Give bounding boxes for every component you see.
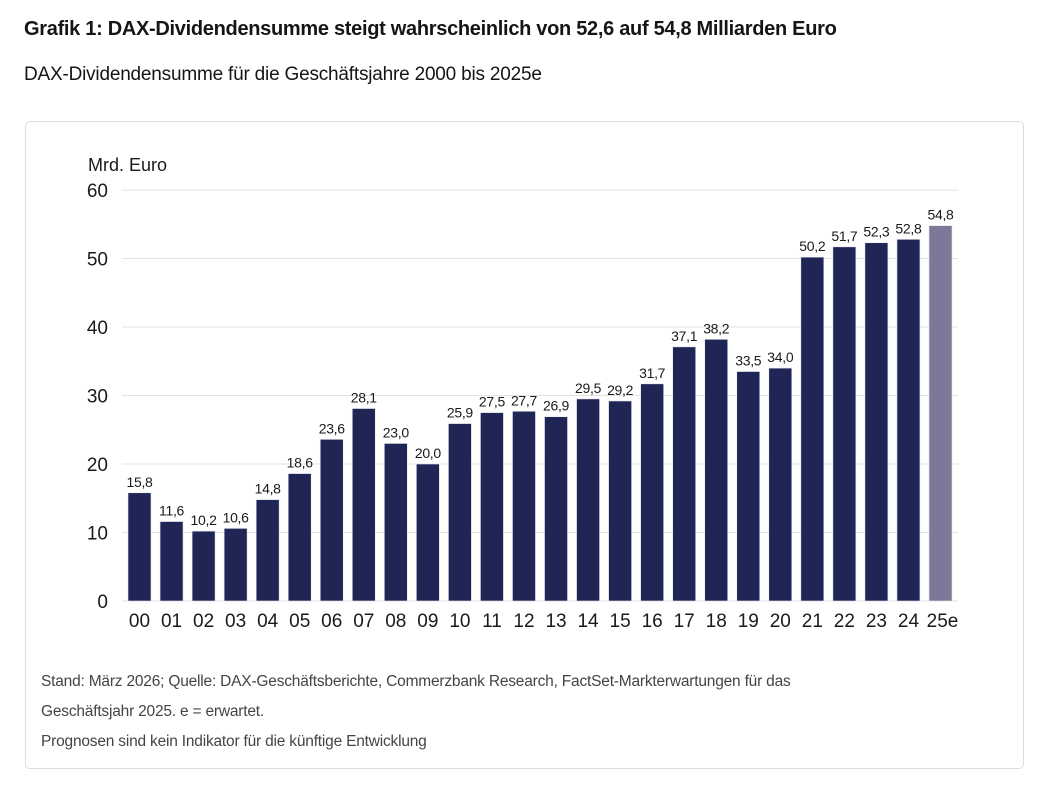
bar <box>576 398 600 602</box>
footer-source-line-2: Geschäftsjahr 2025. e = erwartet. <box>41 703 265 720</box>
bar-value-label: 26,9 <box>543 398 570 414</box>
bar <box>768 367 793 602</box>
bar-value-label: 10,6 <box>223 509 250 525</box>
x-tick-label: 06 <box>321 611 342 632</box>
bar <box>608 400 632 602</box>
bar-value-label: 31,7 <box>639 365 666 381</box>
bar-value-label: 51,7 <box>831 228 858 244</box>
bar-value-labels: 15,8 11,6 10,2 10,6 14,8 18,6 23,6 28,1 23,0 20,0… <box>126 207 954 529</box>
bar-value-label: 15,8 <box>126 474 153 490</box>
bar <box>704 339 729 602</box>
bar-value-label: 27,7 <box>511 392 538 408</box>
x-tick-label: 24 <box>898 611 920 632</box>
x-tick-label: 16 <box>642 611 663 632</box>
bar-value-label: 28,1 <box>351 390 378 406</box>
bar-value-label: 10,2 <box>191 512 218 528</box>
bar-estimate <box>928 225 953 602</box>
x-tick-label: 07 <box>353 611 374 632</box>
bar <box>384 443 408 602</box>
bar <box>159 521 184 602</box>
bar <box>736 371 761 602</box>
bar-value-label: 29,2 <box>607 382 634 398</box>
x-tick-label: 14 <box>577 611 599 632</box>
bar-value-label: 33,5 <box>735 353 762 369</box>
x-tick-label: 18 <box>706 611 727 632</box>
bar <box>672 346 696 602</box>
bar-value-label: 23,6 <box>319 420 346 436</box>
x-tick-label: 00 <box>129 611 150 632</box>
x-tick-label: 22 <box>834 611 855 632</box>
bar-value-label: 14,8 <box>255 481 282 497</box>
x-tick-label: 19 <box>738 611 759 632</box>
x-tick-label: 15 <box>610 611 631 632</box>
bar <box>864 242 889 602</box>
bar-value-label: 25,9 <box>447 405 474 421</box>
x-tick-label: 10 <box>449 611 470 632</box>
y-axis-ticks: 0 10 20 30 40 50 60 <box>87 181 108 613</box>
y-tick-label: 40 <box>87 318 108 339</box>
bar-value-label: 20,0 <box>415 445 442 461</box>
x-tick-label: 01 <box>161 611 182 632</box>
bar-value-label: 23,0 <box>383 424 410 440</box>
bar <box>287 473 312 602</box>
bar <box>544 416 568 602</box>
x-tick-label: 25e <box>927 611 959 632</box>
y-tick-label: 10 <box>87 524 108 545</box>
bar-value-label: 11,6 <box>159 503 185 519</box>
bar <box>832 246 857 602</box>
x-tick-label: 04 <box>257 611 279 632</box>
bar <box>480 412 504 602</box>
bar-value-label: 52,3 <box>863 224 890 240</box>
x-tick-label: 21 <box>802 611 823 632</box>
bar <box>127 492 152 602</box>
bar <box>800 256 825 602</box>
bar <box>640 383 664 602</box>
y-tick-label: 20 <box>87 455 108 476</box>
x-tick-label: 13 <box>545 611 566 632</box>
x-tick-label: 20 <box>770 611 791 632</box>
footer-source-line: Stand: März 2026; Quelle: DAX-Geschäftsb… <box>41 673 791 690</box>
bar-value-label: 54,8 <box>927 207 954 223</box>
bar-value-label: 50,2 <box>799 238 826 254</box>
bar <box>512 410 536 602</box>
x-tick-label: 17 <box>674 611 695 632</box>
bar <box>448 423 472 602</box>
x-tick-label: 03 <box>225 611 246 632</box>
bars <box>127 225 953 602</box>
bar <box>416 463 440 602</box>
bar-value-label: 18,6 <box>287 455 314 471</box>
bar <box>351 408 376 602</box>
x-tick-label: 02 <box>193 611 214 632</box>
bar-value-label: 52,8 <box>895 220 922 236</box>
y-tick-label: 30 <box>87 387 108 408</box>
x-tick-label: 11 <box>482 611 502 632</box>
x-tick-label: 23 <box>866 611 887 632</box>
y-tick-label: 50 <box>87 250 108 271</box>
bar <box>223 528 248 602</box>
bar <box>191 530 216 602</box>
bar <box>255 499 280 602</box>
chart-footer: Stand: März 2026; Quelle: DAX-Geschäftsb… <box>41 667 1001 757</box>
chart-heading: Grafik 1: DAX-Dividendensumme steigt wah… <box>24 18 837 40</box>
bar-value-label: 38,2 <box>703 320 730 336</box>
bar-value-label: 34,0 <box>767 349 794 365</box>
x-tick-label: 08 <box>385 611 406 632</box>
x-tick-label: 12 <box>513 611 534 632</box>
bar <box>896 239 921 602</box>
y-axis-label: Mrd. Euro <box>88 155 167 175</box>
y-tick-label: 60 <box>87 181 108 202</box>
bar <box>319 439 344 602</box>
bar-value-label: 37,1 <box>671 328 698 344</box>
chart-subheading: DAX-Dividendensumme für die Geschäftsjah… <box>24 64 542 85</box>
bar-value-label: 27,5 <box>479 394 506 410</box>
y-tick-label: 0 <box>97 592 108 613</box>
footer-disclaimer: Prognosen sind kein Indikator für die kü… <box>41 733 427 750</box>
x-axis-ticks: 00 01 02 03 04 05 06 07 08 09 10 11 12 13 14 15 16 17 18 19… <box>129 611 958 632</box>
x-tick-label: 05 <box>289 611 310 632</box>
x-tick-label: 09 <box>417 611 438 632</box>
bar-value-label: 29,5 <box>575 380 602 396</box>
